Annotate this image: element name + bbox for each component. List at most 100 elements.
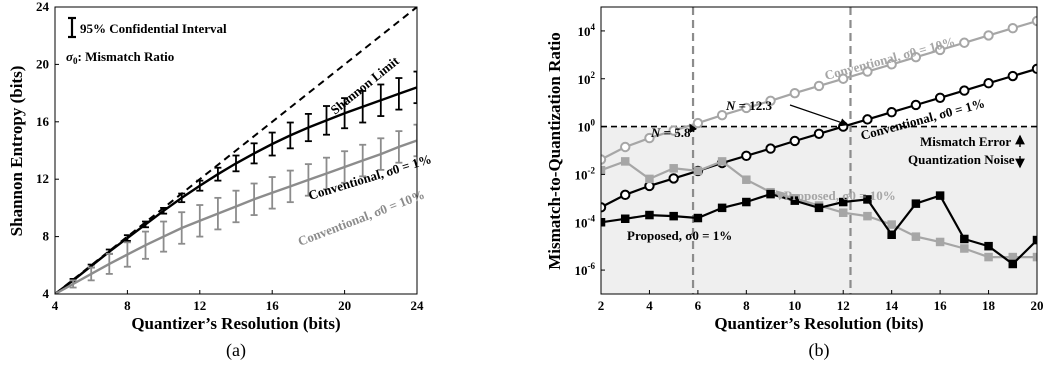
square-marker — [863, 195, 872, 204]
circle-marker — [620, 141, 631, 153]
square-marker — [814, 203, 824, 213]
square-marker — [838, 208, 848, 217]
x-tick-label: 6 — [695, 298, 702, 313]
quant-noise-label: Quantization Noise — [908, 152, 1015, 167]
chart-a-ylabel: Shannon Entropy (bits) — [7, 66, 26, 237]
square-marker — [935, 237, 945, 247]
circle-marker — [1007, 22, 1018, 34]
conv-10pct-label-b: Conventional, σ0 = 10% — [823, 34, 957, 83]
x-tick-label: 8 — [743, 298, 750, 313]
square-marker — [669, 164, 678, 173]
x-tick-label: 20 — [338, 298, 351, 313]
circle-marker — [601, 154, 607, 165]
y-tick-label: 12 — [36, 171, 49, 186]
circle-marker — [1031, 15, 1037, 27]
circle-marker — [765, 143, 776, 154]
circle-marker — [959, 37, 970, 48]
square-marker — [669, 211, 678, 221]
y-tick-label: 10-4 — [575, 213, 596, 230]
y-tick-label: 4 — [43, 286, 50, 301]
square-marker — [645, 174, 654, 184]
square-marker — [645, 210, 654, 220]
circle-marker — [813, 80, 825, 92]
n2-arrow — [789, 104, 849, 127]
square-marker — [838, 197, 848, 207]
square-marker — [1008, 259, 1018, 269]
x-tick-label: 12 — [193, 298, 206, 313]
circle-marker — [692, 117, 704, 129]
y-tick-label: 10-2 — [575, 165, 596, 182]
n2-label: N = 12.3 — [725, 98, 773, 113]
x-tick-label: 12 — [837, 298, 850, 313]
x-tick-label: 8 — [124, 298, 131, 313]
square-marker — [1032, 252, 1037, 262]
square-marker — [620, 214, 630, 224]
mismatch-error-label: Mismatch Error — [920, 134, 1011, 149]
square-marker — [960, 244, 969, 253]
circle-marker — [838, 73, 849, 84]
square-marker — [887, 230, 896, 240]
circle-marker — [959, 85, 970, 96]
legend-sigma-label: σ0: Mismatch Ratio — [66, 49, 174, 66]
circle-marker — [741, 150, 752, 162]
x-tick-label: 18 — [982, 298, 996, 313]
circle-marker — [644, 132, 655, 144]
shannon-limit-label: Shannon Limit — [327, 53, 402, 118]
x-tick-label: 14 — [885, 298, 899, 313]
circle-marker — [934, 92, 946, 103]
circle-marker — [620, 189, 631, 201]
y-tick-label: 8 — [43, 229, 50, 244]
circle-marker — [862, 114, 873, 125]
x-tick-label: 20 — [1031, 298, 1044, 313]
square-marker — [887, 220, 896, 229]
prop-10pct-label: Proposed, σ0 = 10% — [784, 188, 896, 203]
chart-a-frame — [54, 6, 418, 295]
x-tick-label: 4 — [646, 298, 653, 313]
square-marker — [863, 211, 872, 221]
square-marker — [1008, 252, 1018, 262]
x-tick-label: 24 — [411, 298, 425, 313]
circle-marker — [910, 51, 922, 63]
y-tick-label: 24 — [36, 0, 50, 14]
square-marker — [911, 232, 921, 241]
circle-marker — [1031, 63, 1037, 75]
chart-b-ylabel: Mismatch-to-Quantization Ratio — [545, 32, 564, 270]
legend-errorbar-label: 95% Confidential Interval — [80, 21, 227, 36]
circle-marker — [789, 87, 800, 99]
square-marker — [601, 165, 606, 175]
circle-marker — [862, 66, 873, 77]
square-marker — [790, 196, 800, 205]
square-marker — [984, 252, 993, 262]
prop-1pct-label: Proposed, σ0 = 1% — [627, 228, 732, 243]
square-marker — [1032, 235, 1037, 245]
circle-marker — [983, 78, 994, 89]
square-marker — [742, 175, 751, 184]
chart-a: 4 8 12 16 20 24 4 8 12 16 20 24 95% Confidential In… — [7, 0, 433, 361]
y-tick-label: 104 — [578, 22, 596, 39]
x-tick-label: 16 — [266, 298, 280, 313]
circle-marker — [934, 44, 946, 56]
circle-marker — [983, 30, 994, 41]
circle-marker — [886, 59, 897, 70]
square-marker — [935, 191, 945, 200]
square-marker — [911, 199, 921, 208]
square-marker — [742, 197, 751, 207]
x-tick-label: 4 — [52, 298, 59, 313]
n1-label: N = 5.8 — [650, 125, 691, 140]
circle-marker — [1007, 70, 1018, 82]
square-marker — [984, 241, 993, 251]
square-marker — [620, 157, 630, 166]
n1-arrow — [689, 123, 698, 134]
square-marker — [717, 203, 727, 213]
y-tick-label: 20 — [36, 56, 49, 71]
y-tick-label: 10-6 — [575, 261, 596, 278]
prop10-arrow — [775, 190, 787, 201]
panel-label-b: (b) — [809, 340, 830, 361]
x-tick-label: 10 — [788, 298, 801, 313]
circle-marker — [716, 109, 728, 121]
x-tick-label: 16 — [934, 298, 948, 313]
square-marker — [717, 157, 727, 166]
y-tick-label: 100 — [578, 118, 596, 135]
circle-marker — [741, 102, 752, 114]
square-marker — [766, 189, 775, 199]
